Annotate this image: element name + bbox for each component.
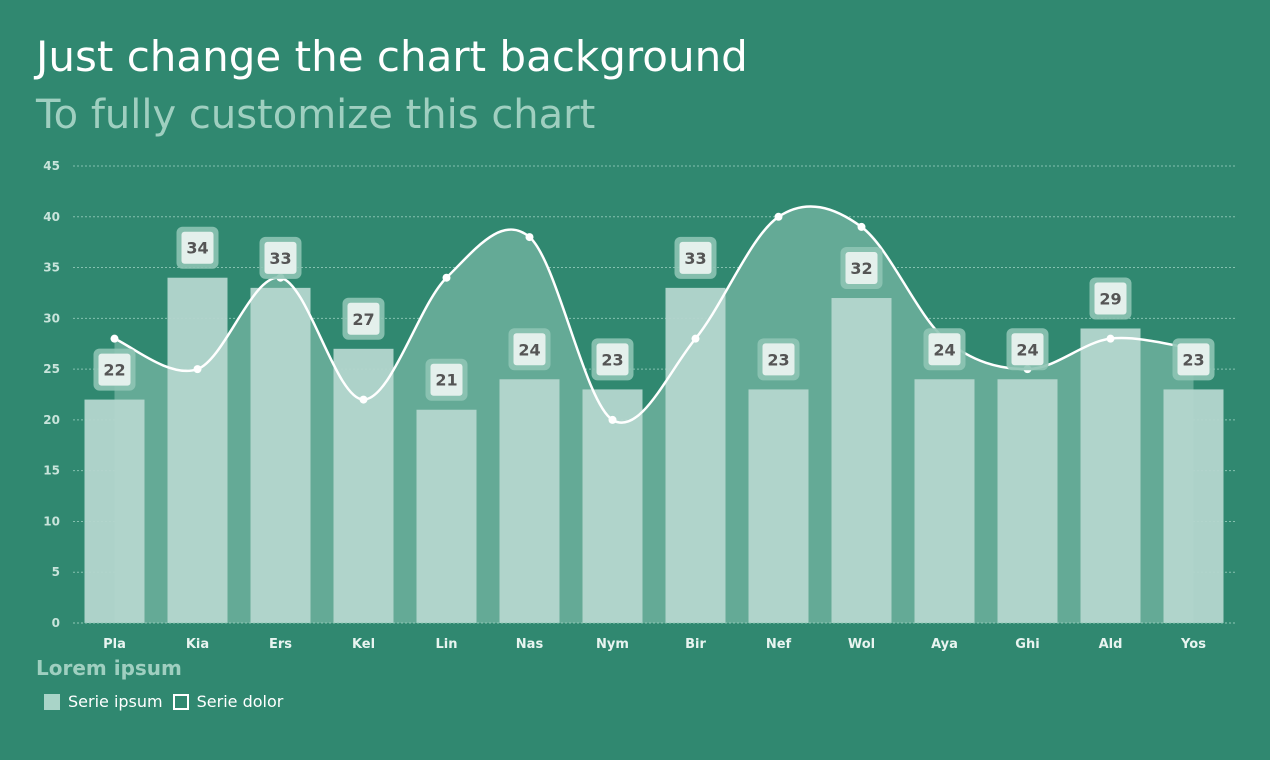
- legend-swatch-bar: [44, 693, 60, 710]
- y-tick-label: 10: [43, 514, 60, 528]
- legend-item-serie-ipsum[interactable]: Serie ipsum: [44, 692, 163, 711]
- data-label: 24: [933, 340, 955, 359]
- data-label-box: [845, 252, 878, 285]
- line-point: [857, 222, 866, 231]
- data-label-box: [679, 241, 712, 274]
- data-label-box: [347, 302, 380, 335]
- line-point: [774, 212, 783, 221]
- legend-label: Serie dolor: [196, 692, 284, 711]
- legend-swatch-line: [172, 693, 189, 710]
- line-point: [110, 334, 119, 343]
- data-label-box: [762, 343, 795, 376]
- data-label: 29: [1099, 289, 1121, 308]
- data-label-box: [430, 363, 463, 396]
- bar-layer: [84, 277, 1224, 623]
- line-point: [359, 395, 368, 404]
- y-tick-label: 0: [52, 616, 60, 630]
- x-tick-label: Ghi: [1015, 637, 1039, 652]
- data-label: 21: [435, 371, 457, 390]
- x-tick-label: Pla: [103, 637, 126, 652]
- x-tick-label: Bir: [685, 637, 706, 652]
- data-label: 24: [1016, 340, 1038, 359]
- data-label: 32: [850, 259, 872, 278]
- bar: [914, 379, 975, 623]
- x-tick-label: Nas: [516, 637, 544, 652]
- bar: [1080, 328, 1141, 623]
- data-label: 22: [103, 361, 125, 380]
- data-label: 34: [186, 239, 208, 258]
- x-tick-label: Nym: [596, 637, 629, 652]
- legend: Serie ipsum Serie dolor: [44, 692, 293, 711]
- data-label: 23: [601, 350, 623, 369]
- x-tick-label: Wol: [848, 637, 875, 652]
- data-label-box: [596, 343, 629, 376]
- line-point: [1106, 334, 1115, 343]
- data-label: 27: [352, 310, 374, 329]
- data-label: 23: [1182, 350, 1204, 369]
- chart-subtitle: To fully customize this chart: [36, 92, 596, 138]
- line-point: [525, 233, 534, 242]
- line-point: [608, 415, 617, 424]
- bar: [748, 389, 809, 623]
- label-layer: 22 34 33 27 21 24 23 33 23 32 24 24 29 23: [93, 226, 1215, 401]
- line-point: [442, 273, 451, 282]
- bar: [1163, 389, 1224, 623]
- data-label: 33: [684, 249, 706, 268]
- x-tick-label: Kel: [352, 637, 375, 652]
- data-label-box: [98, 353, 131, 386]
- data-label-box: [513, 333, 546, 366]
- y-tick-label: 45: [43, 159, 60, 173]
- x-tick-label: Aya: [931, 637, 958, 652]
- bar: [997, 379, 1058, 623]
- x-tick-label: Ald: [1099, 637, 1123, 652]
- data-label-box: [1177, 343, 1210, 376]
- bar: [499, 379, 560, 623]
- line-point: [691, 334, 700, 343]
- x-tick-label: Nef: [766, 637, 792, 652]
- legend-title: Lorem ipsum: [36, 656, 182, 680]
- bar: [582, 389, 643, 623]
- x-tick-label: Ers: [269, 637, 292, 652]
- y-tick-label: 30: [43, 311, 60, 325]
- data-label: 24: [518, 340, 540, 359]
- y-tick-label: 35: [43, 261, 60, 275]
- bar: [416, 409, 477, 623]
- y-tick-label: 20: [43, 413, 60, 427]
- bar: [167, 277, 228, 623]
- data-label: 33: [269, 249, 291, 268]
- x-tick-label: Lin: [436, 637, 458, 652]
- legend-item-serie-dolor[interactable]: Serie dolor: [172, 692, 284, 711]
- bar: [84, 399, 145, 623]
- x-tick-label: Yos: [1180, 637, 1206, 652]
- data-label-box: [928, 333, 961, 366]
- data-label-box: [1011, 333, 1044, 366]
- y-tick-label: 5: [52, 565, 60, 579]
- y-tick-label: 15: [43, 464, 60, 478]
- legend-label: Serie ipsum: [68, 692, 163, 711]
- line-point: [193, 365, 202, 374]
- data-label-box: [181, 231, 214, 264]
- chart-title: Just change the chart background: [36, 32, 748, 81]
- data-label-box: [1094, 282, 1127, 315]
- axis-layer: 0 5 10 15 20 25 30 35 40 45 Pla Kia Ers Kel Lin Nas Nym B…: [43, 159, 1235, 652]
- y-tick-label: 25: [43, 362, 60, 376]
- data-label-box: [264, 241, 297, 274]
- bar: [665, 287, 726, 623]
- data-label: 23: [767, 350, 789, 369]
- bar: [333, 348, 394, 623]
- bar: [250, 287, 311, 623]
- x-tick-label: Kia: [186, 637, 209, 652]
- bar: [831, 298, 892, 623]
- y-tick-label: 40: [43, 210, 60, 224]
